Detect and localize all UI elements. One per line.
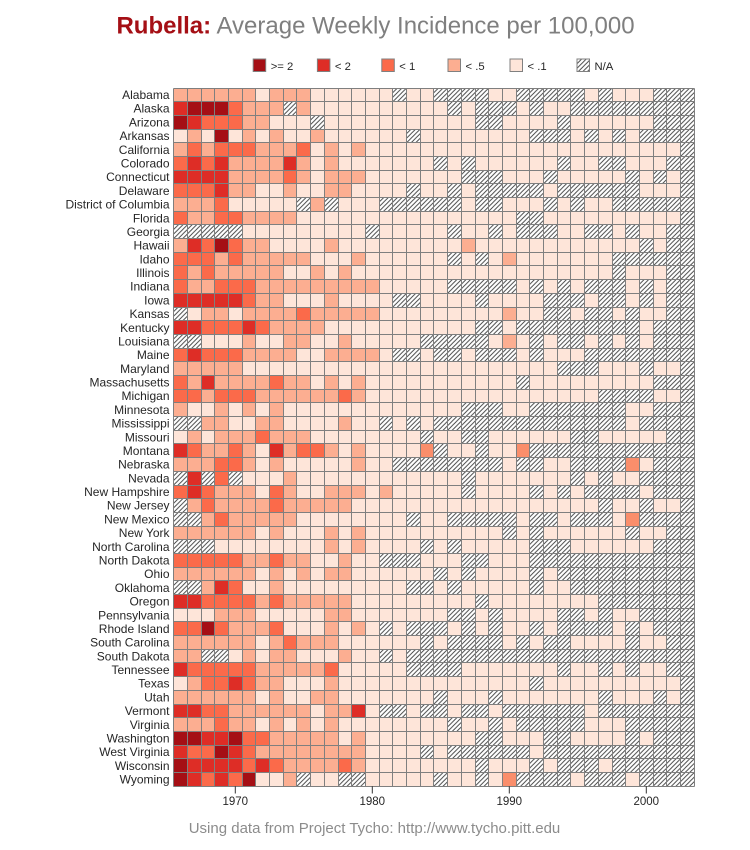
svg-text:Indiana: Indiana: [130, 280, 170, 294]
svg-text:New Mexico: New Mexico: [104, 512, 170, 526]
svg-text:Vermont: Vermont: [125, 704, 170, 718]
svg-text:West Virginia: West Virginia: [99, 745, 170, 759]
svg-text:< .1: < .1: [528, 61, 547, 73]
svg-text:Maine: Maine: [137, 348, 170, 362]
svg-text:Washington: Washington: [107, 731, 170, 745]
svg-text:Illinois: Illinois: [136, 266, 169, 280]
svg-text:Montana: Montana: [123, 444, 170, 458]
svg-text:Louisiana: Louisiana: [118, 334, 170, 348]
svg-text:Alabama: Alabama: [122, 88, 170, 102]
svg-text:1970: 1970: [223, 796, 249, 808]
svg-text:Oklahoma: Oklahoma: [115, 581, 170, 595]
svg-text:Pennsylvania: Pennsylvania: [98, 608, 170, 622]
svg-text:Florida: Florida: [133, 211, 170, 225]
svg-text:Alaska: Alaska: [133, 102, 169, 116]
svg-text:Using data from Project Tycho:: Using data from Project Tycho: http://ww…: [189, 820, 561, 837]
svg-text:Wyoming: Wyoming: [120, 773, 170, 787]
svg-text:Hawaii: Hawaii: [133, 239, 169, 253]
svg-text:District of Columbia: District of Columbia: [65, 198, 169, 212]
svg-text:Connecticut: Connecticut: [106, 170, 170, 184]
svg-text:Ohio: Ohio: [144, 567, 170, 581]
svg-text:Massachusetts: Massachusetts: [89, 376, 169, 390]
svg-text:Missouri: Missouri: [125, 430, 170, 444]
svg-text:Oregon: Oregon: [129, 595, 169, 609]
svg-text:North Dakota: North Dakota: [99, 554, 170, 568]
svg-text:New Jersey: New Jersey: [107, 499, 170, 513]
svg-text:< 2: < 2: [335, 61, 351, 73]
svg-text:South Dakota: South Dakota: [97, 649, 170, 663]
svg-text:Georgia: Georgia: [127, 225, 170, 239]
svg-text:Maryland: Maryland: [120, 362, 169, 376]
svg-text:Nebraska: Nebraska: [118, 458, 170, 472]
svg-text:New Hampshire: New Hampshire: [84, 485, 170, 499]
svg-text:Colorado: Colorado: [121, 157, 170, 171]
svg-text:>= 2: >= 2: [271, 61, 294, 73]
svg-text:1980: 1980: [360, 796, 386, 808]
svg-text:Idaho: Idaho: [139, 252, 169, 266]
svg-text:Iowa: Iowa: [144, 293, 170, 307]
svg-text:< .5: < .5: [466, 61, 485, 73]
svg-text:Tennessee: Tennessee: [111, 663, 169, 677]
svg-text:Kentucky: Kentucky: [120, 321, 169, 335]
svg-text:2000: 2000: [634, 796, 660, 808]
svg-text:Delaware: Delaware: [119, 184, 170, 198]
svg-text:< 1: < 1: [399, 61, 415, 73]
svg-text:Michigan: Michigan: [121, 389, 169, 403]
svg-text:California: California: [119, 143, 170, 157]
svg-text:South Carolina: South Carolina: [90, 636, 170, 650]
svg-text:Rhode Island: Rhode Island: [99, 622, 170, 636]
svg-text:Virginia: Virginia: [130, 718, 170, 732]
svg-text:Mississippi: Mississippi: [111, 417, 169, 431]
svg-text:N/A: N/A: [595, 61, 614, 73]
svg-text:Texas: Texas: [138, 677, 169, 691]
svg-text:New York: New York: [119, 526, 171, 540]
svg-text:Nevada: Nevada: [128, 471, 170, 485]
svg-text:North Carolina: North Carolina: [92, 540, 170, 554]
svg-text:Utah: Utah: [144, 690, 169, 704]
svg-text:Arizona: Arizona: [129, 115, 170, 129]
svg-text:Wisconsin: Wisconsin: [115, 759, 170, 773]
svg-text:Rubella: Average Weekly Incide: Rubella: Average Weekly Incidence per 10…: [116, 13, 634, 40]
svg-text:1990: 1990: [497, 796, 523, 808]
svg-text:Kansas: Kansas: [129, 307, 169, 321]
svg-text:Arkansas: Arkansas: [119, 129, 169, 143]
svg-text:Minnesota: Minnesota: [114, 403, 170, 417]
